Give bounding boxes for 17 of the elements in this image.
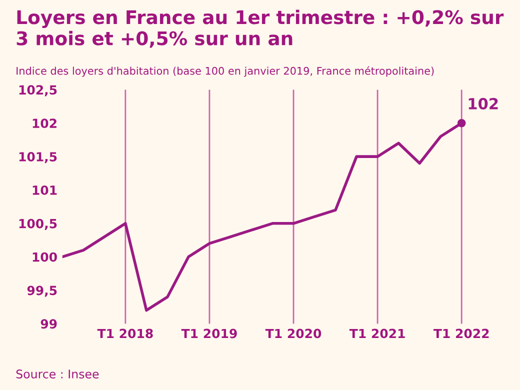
y-tick-label: 100,5 [19, 218, 57, 230]
y-tick-label: 101,5 [19, 152, 57, 164]
x-tick-label: T1 2019 [181, 328, 237, 338]
y-tick-label: 101 [32, 185, 57, 195]
x-tick-label: T1 2021 [349, 328, 405, 338]
x-tick-label: T1 2018 [97, 328, 153, 338]
chart-subtitle: Indice des loyers d'habitation (base 100 en janvier 2019, France métropolitaine) [16, 66, 434, 77]
data-label: 102 [468, 98, 498, 110]
x-tick-label: T1 2020 [265, 328, 322, 338]
y-tick-label: 99 [40, 319, 57, 329]
y-tick-label: 102,5 [19, 85, 57, 96]
source-note: Source : Insee [16, 370, 99, 378]
y-tick-label: 100 [32, 252, 57, 262]
x-tick-label: T1 2022 [433, 328, 489, 338]
chart-title: Loyers en France au 1er trimestre : +0,2% sur 3 mois et +0,5% sur un an [16, 10, 504, 48]
y-tick-label: 102 [32, 118, 56, 128]
y-tick-label: 99,5 [27, 286, 57, 297]
